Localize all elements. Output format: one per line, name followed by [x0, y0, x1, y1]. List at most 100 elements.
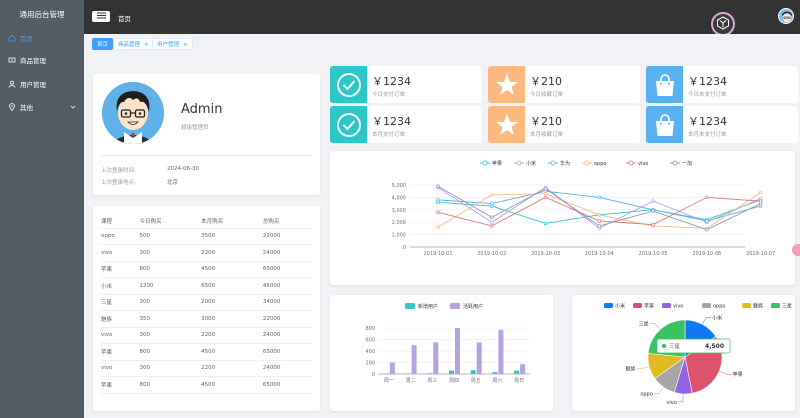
stat-value: ￥1234: [688, 115, 727, 128]
app-title: 通用后台管理: [0, 0, 84, 30]
legend-swatch: [405, 303, 415, 309]
side-float-handle[interactable]: [792, 244, 800, 256]
table-cell: 800: [139, 376, 202, 394]
stat-card-today-paid: ￥1234 今日支付订单: [330, 66, 482, 103]
legend-label: 小米: [526, 160, 536, 167]
sidebar-item-home[interactable]: 首页: [0, 26, 84, 50]
table-row: vivo 300 2200 24000: [101, 327, 312, 344]
legend-marker: [672, 160, 678, 166]
table-cell: 45000: [262, 277, 312, 295]
bar: [411, 345, 417, 374]
user-icon: [8, 80, 16, 88]
breadcrumb[interactable]: 首页: [118, 15, 131, 23]
stat-label: 本月支付订单: [372, 132, 406, 138]
x-tick-label: 2019-10-02: [477, 251, 506, 257]
location-icon: [8, 103, 16, 111]
legend-label: 新增用户: [418, 303, 438, 310]
legend-marker: [584, 160, 590, 166]
table-header: 本月购买: [201, 214, 263, 229]
bar: [405, 373, 411, 374]
tooltip-label: 三星: [669, 343, 681, 350]
sidebar-item-users[interactable]: 用户管理: [0, 72, 84, 96]
sidebar-item-other[interactable]: 其他: [0, 95, 84, 119]
data-point: [597, 224, 602, 228]
last-login-time-row: 上次登录时间: 2024-06-30: [101, 166, 199, 174]
bar: [449, 370, 454, 374]
table-cell: 魅族: [101, 310, 140, 328]
user-avatar[interactable]: [778, 8, 794, 24]
data-point: [436, 225, 440, 229]
bar: [498, 329, 504, 374]
tab-home[interactable]: 首页: [92, 38, 114, 50]
pie-label-line: [677, 393, 684, 403]
data-point: [436, 184, 440, 188]
chevron-down-icon: [70, 104, 76, 110]
y-tick-label: 5,000: [392, 183, 406, 189]
series-line: [437, 185, 761, 231]
table-row: 苹果 800 4500 65000: [101, 376, 312, 394]
tab-label: 用户管理: [157, 42, 180, 48]
data-point: [490, 193, 494, 197]
legend-label: 华为: [560, 160, 570, 167]
pie-label: 苹果: [733, 371, 743, 378]
data-point: [543, 186, 548, 191]
stat-value: ￥210: [530, 115, 562, 128]
table-cell: 800: [139, 261, 202, 278]
stat-label: 今日支付订单: [372, 92, 406, 98]
data-point: [597, 213, 602, 217]
last-login-location-value: 北京: [167, 180, 179, 186]
tab-bar: 首页 商品管理 × 用户管理 ×: [84, 34, 800, 54]
avatar-image: [102, 82, 164, 144]
menu-toggle-button[interactable]: [92, 11, 110, 22]
sidebar-item-label: 其他: [20, 104, 33, 112]
check-icon: [330, 66, 367, 103]
pie-chart-card: 小米 苹果 vivo oppo 魅族 三星 小米 苹果 vivo oppo 魅族 三星 三星 4,500: [572, 295, 795, 411]
x-tick-label: 周日: [514, 378, 524, 384]
table-cell: 24000: [262, 327, 312, 344]
y-tick-label: 600: [365, 338, 375, 344]
x-tick-label: 2019-10-04: [585, 251, 614, 257]
table-cell: 22000: [262, 310, 312, 328]
legend-label: 活跃用户: [463, 303, 483, 310]
table-cell: 3000: [201, 310, 263, 328]
legend-swatch: [742, 303, 751, 308]
data-point: [651, 209, 655, 213]
y-tick-label: 800: [365, 326, 375, 332]
tab-users[interactable]: 用户管理 ×: [152, 38, 193, 50]
y-tick-label: 4,000: [392, 195, 406, 201]
table-cell: vivo: [101, 360, 140, 377]
table-cell: 2200: [201, 360, 263, 377]
floating-app-button[interactable]: [711, 12, 735, 36]
last-login-location-label: 上次登录地点:: [101, 180, 136, 186]
stat-label: 本月收藏订单: [530, 132, 564, 138]
bar: [433, 342, 439, 374]
legend-swatch: [450, 303, 460, 309]
video-icon: [8, 56, 16, 64]
x-tick-label: 周六: [492, 377, 502, 384]
x-tick-label: 周四: [449, 378, 459, 384]
table-cell: 2200: [201, 244, 263, 262]
table-cell: 65000: [262, 343, 312, 361]
purchase-table-card: 课程 今日购买 本月购买 总购买 oppo 500 3500 22000 vivo 300…: [93, 206, 320, 411]
y-tick-label: 0: [372, 372, 375, 378]
stat-value: ￥1234: [372, 115, 411, 128]
table-cell: 22000: [262, 228, 312, 245]
sidebar-item-label: 首页: [20, 35, 33, 43]
pie-label: 小米: [712, 314, 722, 321]
sidebar-item-products[interactable]: 商品管理: [0, 48, 84, 72]
tab-products[interactable]: 商品管理 ×: [113, 38, 154, 50]
data-point: [490, 224, 494, 228]
table-cell: 350: [139, 310, 202, 328]
data-point: [490, 220, 494, 224]
legend-swatch: [604, 303, 613, 308]
table-row: 三星 300 2000 34000: [101, 294, 312, 311]
table-header: 今日购买: [139, 214, 202, 229]
check-icon: [330, 106, 367, 143]
close-icon[interactable]: ×: [183, 42, 188, 48]
close-icon[interactable]: ×: [144, 42, 149, 48]
data-point: [597, 195, 602, 200]
tab-label: 首页: [97, 42, 109, 48]
legend-label: vivo: [673, 304, 683, 310]
data-point: [490, 215, 494, 219]
table-cell: 三星: [101, 294, 140, 311]
